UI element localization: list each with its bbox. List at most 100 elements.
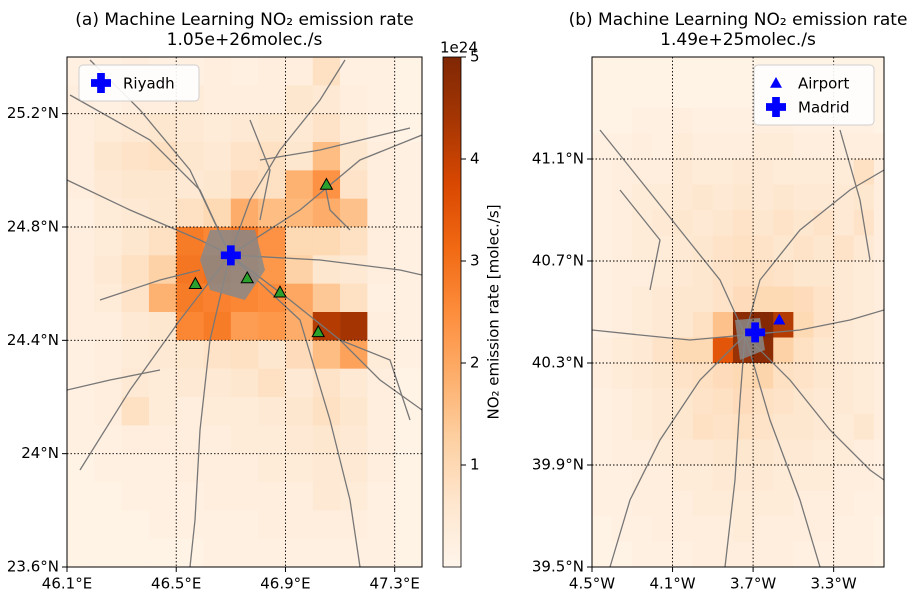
heat-cell: [258, 227, 286, 256]
heat-cell: [203, 538, 232, 567]
heat-cell: [285, 482, 314, 511]
heat-cell: [773, 516, 794, 542]
heat-cell: [753, 184, 774, 211]
heat-cell: [813, 490, 834, 517]
heat-cell: [94, 482, 122, 511]
y-tick-label: 41.1°N: [532, 150, 584, 168]
marker-plus: [220, 245, 241, 266]
heat-cell: [672, 363, 693, 389]
heat-cell: [258, 198, 286, 228]
heat-cell: [833, 516, 855, 542]
heat-cell: [672, 337, 693, 364]
heat-cell: [592, 133, 613, 160]
heat-cell: [652, 133, 673, 160]
heat-cell: [692, 286, 714, 313]
heat-cell: [592, 388, 613, 415]
heat-cell: [773, 363, 794, 389]
heat-cell: [121, 340, 150, 369]
heat-cell: [652, 159, 673, 185]
heat-cell: [652, 261, 673, 287]
heat-cell: [753, 210, 774, 236]
heat-cell: [712, 541, 734, 567]
heat-cell: [712, 465, 734, 491]
heat-cell: [833, 286, 855, 313]
heat-cell: [732, 133, 754, 160]
heat-cell: [203, 85, 232, 114]
heat-cell: [394, 453, 422, 483]
heat-cell: [94, 538, 122, 567]
heat-cell: [67, 340, 95, 369]
heat-cell: [793, 235, 814, 262]
heat-cell: [121, 227, 150, 256]
heat-cell: [672, 414, 693, 440]
heat-cell: [258, 57, 286, 86]
heat-cell: [312, 397, 341, 426]
heat-cell: [793, 159, 814, 185]
heat-cell: [753, 465, 774, 491]
y-tick-label: 23.6°N: [7, 558, 59, 576]
heat-cell: [94, 142, 122, 171]
heat-cell: [230, 482, 259, 511]
heat-cell: [592, 439, 613, 466]
heat-cell: [203, 397, 232, 426]
heat-cell: [732, 363, 754, 389]
heat-cell: [312, 113, 341, 143]
plot-frame: [66, 56, 423, 568]
heat-cell: [873, 490, 884, 517]
heat-cell: [312, 283, 341, 313]
heat-cell: [340, 283, 368, 313]
heat-cell: [367, 510, 395, 539]
heat-cell: [712, 159, 734, 185]
plot-frame: [591, 56, 885, 568]
heat-cell: [632, 235, 653, 262]
heat-cell: [853, 465, 875, 491]
heat-cell: [652, 184, 673, 211]
heat-cell: [632, 184, 653, 211]
heat-cell: [753, 235, 774, 262]
heat-cell: [853, 133, 875, 160]
heat-cell: [312, 453, 341, 483]
heat-cell: [148, 312, 177, 341]
legend-label: Madrid: [798, 99, 850, 117]
heat-cell: [367, 453, 395, 483]
heat-cell: [632, 312, 653, 338]
heat-cell: [753, 261, 774, 287]
heat-cell: [632, 363, 653, 389]
y-tick-label: 39.9°N: [532, 456, 584, 474]
heat-cell: [732, 516, 754, 542]
heat-cell: [672, 439, 693, 466]
heat-cell: [853, 159, 875, 185]
heat-cell: [203, 170, 232, 199]
heat-cell: [258, 312, 286, 341]
marker-triangle: [319, 177, 334, 190]
heat-cell: [813, 286, 834, 313]
heat-cell: [672, 465, 693, 491]
x-tick-label: 47.3°E: [369, 575, 419, 593]
heat-cell: [692, 465, 714, 491]
colorbar-tick-label: 5: [470, 48, 480, 66]
heat-cell: [312, 340, 341, 369]
heat-cell: [652, 108, 673, 134]
heat-cell: [285, 227, 314, 256]
heat-cell: [121, 453, 150, 483]
heat-cell: [612, 337, 633, 364]
heat-cell: [203, 368, 232, 398]
heat-cell: [148, 510, 177, 539]
heat-cell: [285, 255, 314, 284]
heat-cell: [793, 439, 814, 466]
x-tick-label: 4.1°W: [649, 575, 695, 593]
x-tick-label: 4.5°W: [569, 575, 615, 593]
heat-cell: [230, 57, 259, 86]
heat-cell: [340, 312, 368, 341]
heat-cell: [813, 210, 834, 236]
heat-cell: [732, 414, 754, 440]
heat-cell: [873, 57, 884, 83]
heat-cell: [394, 85, 422, 114]
heat-cell: [732, 490, 754, 517]
heat-cell: [873, 541, 884, 567]
heat-cell: [652, 439, 673, 466]
heat-cell: [148, 425, 177, 454]
heat-cell: [652, 516, 673, 542]
heat-cell: [773, 388, 794, 415]
heat-cell: [652, 82, 673, 109]
